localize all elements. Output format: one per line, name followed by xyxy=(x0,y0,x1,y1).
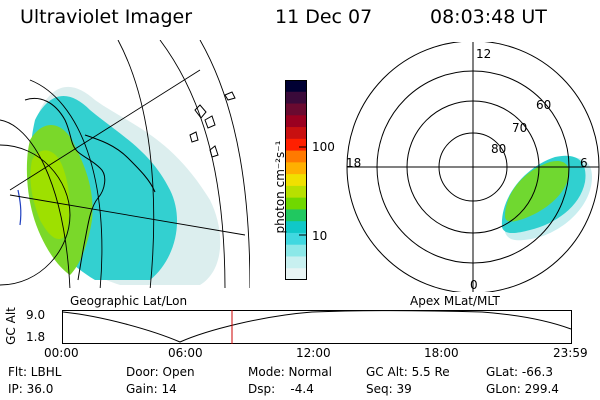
mlt-label-6: 6 xyxy=(580,156,588,170)
timeline-xtick-1800: 18:00 xyxy=(424,346,459,360)
colorbar-stripe xyxy=(285,162,307,175)
pole-circle xyxy=(0,144,71,286)
colorbar-stripe xyxy=(285,80,307,93)
coast-blue xyxy=(17,189,22,226)
polar-aurora-green xyxy=(505,160,570,222)
horizon-arc xyxy=(199,40,250,288)
colorbar-stripe xyxy=(285,197,307,210)
colorbar-stripe xyxy=(285,150,307,163)
islands xyxy=(189,91,236,158)
date-label: 11 Dec 07 xyxy=(275,6,373,28)
flt-info: Flt: LBHL xyxy=(8,365,62,379)
colorbar-stripe xyxy=(285,185,307,199)
mlat-label-60: 60 xyxy=(536,98,552,112)
latitude-arc-far xyxy=(0,119,71,288)
meridian-line-1 xyxy=(9,69,201,191)
geographic-panel-label: Geographic Lat/Lon xyxy=(70,294,188,308)
colorbar-stripe xyxy=(285,103,307,116)
colorbar-stripe xyxy=(285,244,307,257)
latitude-arc-inner xyxy=(29,79,103,288)
colorbar-tick-10: 10 xyxy=(312,229,328,243)
coastline xyxy=(24,97,106,281)
glon-info: GLon: 299.4 xyxy=(486,382,559,396)
coastline-east xyxy=(84,134,156,193)
seq-info: Seq: 39 xyxy=(366,382,412,396)
mode-info: Mode: Normal xyxy=(248,365,332,379)
mlt-label-0: 0 xyxy=(470,278,478,292)
time-label: 08:03:48 UT xyxy=(430,6,547,28)
glat-info: GLat: -66.3 xyxy=(486,365,553,379)
colorbar-stripe xyxy=(285,209,307,222)
timeline-plot xyxy=(62,310,572,344)
colorbar-stripe xyxy=(285,138,307,152)
colorbar-stripe xyxy=(285,91,307,105)
ip-info: IP: 36.0 xyxy=(8,382,54,396)
timeline-xtick-0000: 00:00 xyxy=(44,346,79,360)
instrument-title: Ultraviolet Imager xyxy=(20,6,193,28)
latitude-arc-mid xyxy=(117,40,155,288)
gc-alt-info: GC Alt: 5.5 Re xyxy=(366,365,450,379)
colorbar-stripe xyxy=(285,174,307,187)
aurora-green-core xyxy=(30,150,70,240)
timeline-xtick-2359: 23:59 xyxy=(553,346,588,360)
meridian-line-2 xyxy=(9,194,246,236)
colorbar xyxy=(285,80,307,280)
mlt-label-12: 12 xyxy=(476,47,492,61)
colorbar-stripe xyxy=(285,221,307,234)
timeline-ytick-high: 9.0 xyxy=(26,308,46,322)
polar-plot xyxy=(346,42,600,292)
latitude-arc-outer xyxy=(159,40,226,288)
apex-panel-label: Apex MLat/MLT xyxy=(410,294,500,308)
colorbar-stripe xyxy=(285,232,307,246)
door-info: Door: Open xyxy=(126,365,195,379)
altitude-curve xyxy=(62,310,572,343)
mlat-label-80: 80 xyxy=(491,142,507,156)
mlat-label-70: 70 xyxy=(512,121,528,135)
gain-info: Gain: 14 xyxy=(126,382,177,396)
timeline-xtick-0600: 06:00 xyxy=(168,346,203,360)
geographic-map xyxy=(0,40,250,288)
dsp-info: Dsp: -4.4 xyxy=(248,382,314,396)
colorbar-unit-label: photon cm⁻²s⁻¹ xyxy=(273,140,287,234)
colorbar-stripe xyxy=(285,115,307,128)
timeline-axis-label: GC Alt xyxy=(4,307,18,345)
colorbar-stripe xyxy=(285,256,307,269)
colorbar-stripe xyxy=(285,268,307,280)
timeline-xtick-1200: 12:00 xyxy=(296,346,331,360)
mlt-label-18: 18 xyxy=(346,156,362,170)
colorbar-stripe xyxy=(285,127,307,140)
timeline-ytick-low: 1.8 xyxy=(26,330,46,344)
colorbar-tick-100: 100 xyxy=(312,140,335,154)
